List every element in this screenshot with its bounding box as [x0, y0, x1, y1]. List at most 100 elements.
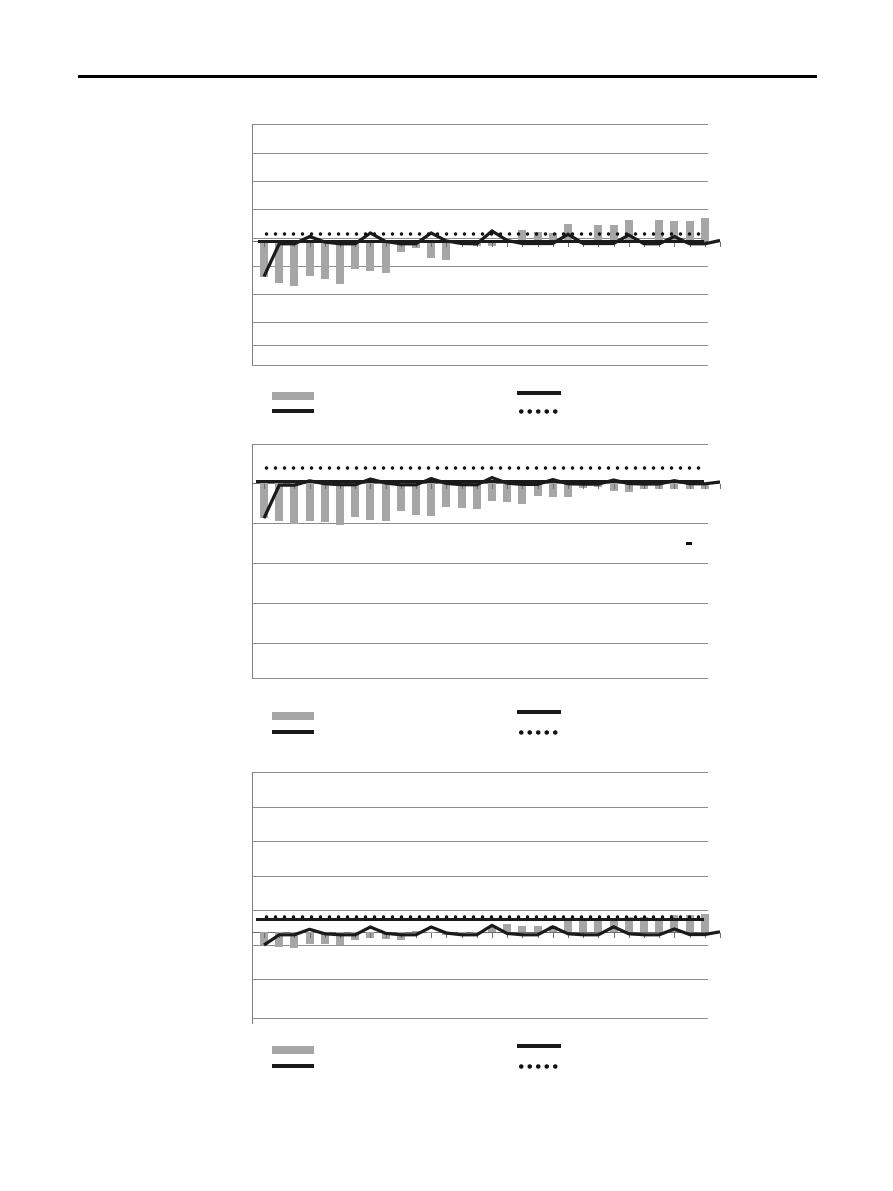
bar [700, 914, 709, 932]
legend-swatch-black-line-2 [517, 710, 561, 714]
legend-item-solid-level[interactable] [517, 710, 567, 714]
x-tick [446, 933, 448, 938]
x-tick [628, 933, 630, 938]
legend-item-dotted-level[interactable] [517, 409, 567, 414]
x-tick [324, 484, 326, 489]
bar [503, 924, 512, 932]
bar [290, 241, 299, 286]
x-tick [552, 484, 554, 489]
legend-item-bars[interactable] [272, 712, 320, 720]
bar [655, 219, 664, 241]
bar [366, 483, 375, 521]
gridline [252, 841, 708, 842]
chart-3-y-axis [252, 772, 253, 1024]
x-tick [674, 242, 676, 247]
bar [670, 915, 679, 932]
chart-3 [252, 772, 721, 1024]
x-tick [324, 242, 326, 247]
bar [594, 921, 603, 932]
x-tick [583, 484, 585, 489]
header-rule [78, 75, 817, 78]
x-tick [416, 484, 417, 489]
legend-swatch-black-line [272, 1064, 314, 1068]
x-tick [598, 484, 600, 489]
bar [685, 221, 694, 241]
x-tick [507, 484, 509, 489]
bar [396, 483, 405, 511]
x-tick [492, 242, 493, 247]
legend-swatch-gray-bar [272, 1046, 314, 1054]
x-tick [476, 484, 478, 489]
x-tick [552, 933, 554, 938]
x-tick [370, 484, 372, 489]
x-tick [385, 242, 387, 247]
chart-3-solid-level-line [256, 918, 704, 921]
bar [548, 483, 557, 497]
bar [488, 483, 496, 502]
gridline [252, 603, 708, 604]
legend-item-zigzag[interactable] [272, 730, 320, 734]
zigzag-polyline [262, 229, 721, 278]
legend-swatch-black-line-2 [517, 1044, 561, 1048]
bar [442, 241, 451, 260]
x-tick [628, 242, 630, 247]
chart-2-plot [252, 444, 721, 679]
gridline [252, 979, 708, 980]
x-tick [568, 242, 569, 247]
chart-2-bars [252, 444, 709, 679]
x-tick [385, 933, 387, 938]
bar [366, 241, 375, 271]
bar [275, 241, 284, 283]
bar [412, 483, 420, 516]
x-tick [720, 933, 721, 938]
bar [290, 932, 299, 948]
bar [548, 926, 557, 932]
gridline [252, 209, 708, 210]
gridline [252, 678, 708, 679]
bar [564, 483, 572, 497]
bar [427, 483, 436, 517]
legend-item-zigzag[interactable] [272, 409, 320, 413]
chart-3-legend [272, 1044, 572, 1076]
bar [488, 925, 496, 932]
bar [548, 233, 557, 241]
legend-item-solid-level[interactable] [517, 391, 567, 395]
chart-1-plot [252, 124, 721, 366]
bar [503, 483, 512, 502]
bar [320, 241, 329, 279]
gridline [252, 910, 708, 911]
x-tick [264, 242, 265, 247]
legend-item-bars[interactable] [272, 392, 320, 400]
legend-swatch-black-line-2 [517, 391, 561, 395]
legend-item-zigzag[interactable] [272, 1064, 320, 1068]
chart-3-plot [252, 772, 721, 1024]
gridline [252, 181, 708, 182]
gridline [252, 876, 708, 877]
legend-item-solid-level[interactable] [517, 1044, 567, 1048]
bar [427, 241, 436, 258]
bar [685, 915, 694, 932]
gridline [252, 945, 708, 946]
x-tick [674, 484, 676, 489]
gridline [252, 1018, 708, 1019]
chart-2-dotted-level-line [262, 466, 702, 470]
x-tick [720, 242, 721, 247]
x-tick [507, 242, 509, 247]
bar [533, 483, 542, 496]
chart-3-zigzag-line [263, 923, 721, 947]
gridline [252, 124, 708, 125]
legend-item-dotted-level[interactable] [517, 1064, 567, 1069]
x-tick [522, 484, 524, 489]
gridline [252, 153, 708, 154]
legend-item-dotted-level[interactable] [517, 730, 567, 735]
legend-swatch-gray-bar [272, 392, 314, 400]
bar [260, 241, 268, 277]
bar [655, 917, 664, 932]
legend-item-bars[interactable] [272, 1046, 320, 1054]
gridline [252, 238, 708, 239]
legend-swatch-black-line [272, 409, 314, 413]
gridline [252, 772, 708, 773]
bar [624, 917, 633, 932]
chart-1-zigzag-line [262, 229, 721, 278]
legend-swatch-black-dotted [517, 409, 561, 414]
